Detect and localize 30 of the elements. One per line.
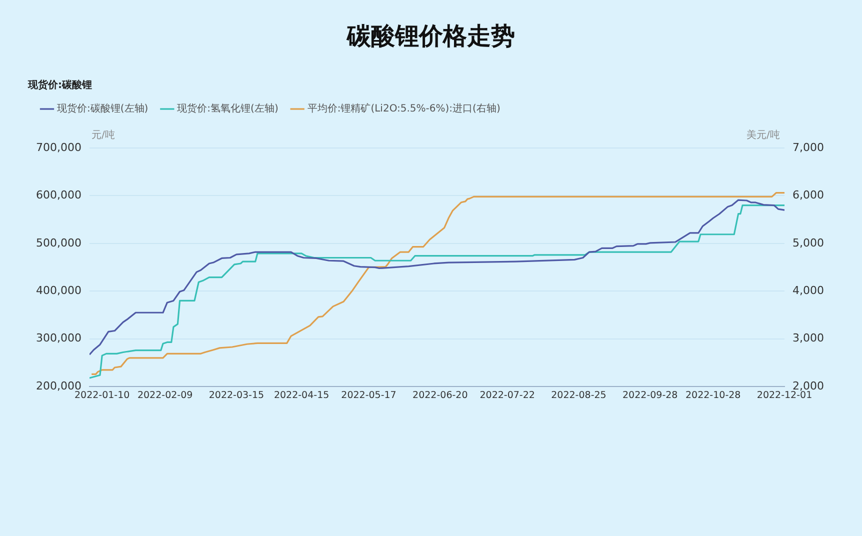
y2-tick-label: 3,000: [792, 332, 824, 345]
x-tick-label: 2022-12-01: [756, 390, 812, 401]
y2-axis-title: 美元/吨: [746, 128, 780, 142]
legend-label: 现货价:氢氧化锂(左轴): [177, 102, 278, 115]
legend-label: 现货价:碳酸锂(左轴): [57, 102, 148, 115]
y-tick-label: 300,000: [36, 332, 82, 345]
y-tick-label: 700,000: [36, 140, 82, 154]
y2-tick-label: 2,000: [792, 379, 824, 392]
y-axis-title: 元/吨: [91, 128, 115, 142]
y-tick-label: 600,000: [36, 188, 82, 202]
y2-tick-label: 7,000: [792, 140, 824, 154]
x-tick-label: 2022-04-15: [274, 390, 330, 401]
chart-subtitle: 现货价:碳酸锂: [28, 78, 92, 92]
y-tick-label: 400,000: [36, 284, 82, 298]
x-tick-label: 2022-02-09: [137, 390, 193, 401]
chart-title: 碳酸锂价格走势: [345, 21, 516, 52]
x-tick-label: 2022-05-17: [341, 390, 396, 401]
x-tick-label: 2022-07-22: [480, 390, 535, 401]
y-tick-label: 200,000: [36, 379, 82, 392]
legend-label: 平均价:锂精矿(Li2O:5.5%-6%):进口(右轴): [307, 102, 500, 115]
x-tick-label: 2022-06-20: [412, 390, 468, 401]
x-tick-label: 2022-08-25: [551, 390, 606, 401]
x-tick-label: 2022-01-10: [74, 390, 130, 401]
y2-tick-label: 5,000: [792, 236, 824, 250]
x-tick-label: 2022-10-28: [686, 390, 741, 401]
x-tick-label: 2022-09-28: [622, 390, 678, 401]
y2-tick-label: 6,000: [792, 188, 824, 202]
y-tick-label: 500,000: [36, 236, 82, 250]
y2-tick-label: 4,000: [792, 284, 824, 298]
x-tick-label: 2022-03-15: [208, 390, 264, 401]
